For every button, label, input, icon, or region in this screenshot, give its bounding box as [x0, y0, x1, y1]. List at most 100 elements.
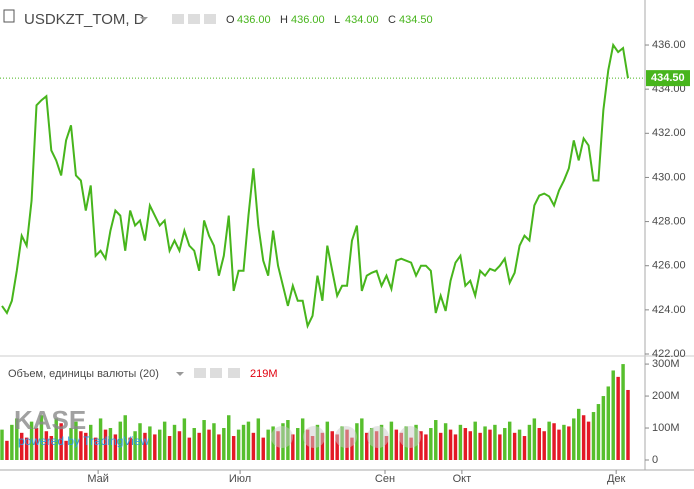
volume-bar: [187, 437, 192, 460]
volume-bar: [576, 408, 581, 460]
volume-bar: [54, 418, 58, 460]
volume-bar: [542, 431, 546, 460]
volume-bar: [39, 415, 44, 460]
volume-bar: [399, 432, 403, 460]
volume-bar: [429, 428, 433, 460]
volume-bar: [310, 436, 315, 460]
volume-bar: [483, 426, 487, 460]
volume-bar: [626, 389, 630, 460]
volume-bar: [108, 428, 113, 460]
settings-icon[interactable]: [210, 368, 222, 378]
ohlc-name: L: [334, 14, 340, 26]
volume-bar: [148, 426, 152, 460]
volume-bar: [300, 418, 305, 460]
close-icon[interactable]: [204, 14, 216, 24]
volume-bar: [197, 432, 201, 460]
volume-bar: [547, 421, 551, 460]
y-tick-label: 426.00: [652, 260, 686, 272]
eye-icon[interactable]: [172, 14, 184, 24]
watermark-logo: KASE: [14, 405, 86, 435]
ohlc-name: O: [226, 14, 235, 26]
volume-bar: [552, 423, 556, 460]
volume-bar: [158, 429, 162, 460]
scroll-left-button[interactable]: [271, 426, 293, 448]
volume-bar: [34, 428, 39, 460]
volume-bar: [320, 432, 325, 460]
volume-bar: [478, 432, 482, 460]
volume-bar: [123, 415, 127, 460]
volume-bar: [241, 424, 246, 460]
volume-bar: [143, 432, 147, 460]
volume-bar: [522, 436, 527, 460]
volume-bar: [59, 423, 63, 460]
volume-bar: [24, 437, 29, 460]
x-tick-label: Окт: [453, 473, 472, 485]
volume-bar: [291, 434, 295, 460]
volume-bar: [172, 424, 177, 460]
ohlc-value: 434.50: [399, 14, 433, 26]
volume-bar: [473, 421, 477, 460]
volume-bar: [581, 415, 586, 460]
reset-button[interactable]: [335, 426, 357, 448]
volume-bar: [182, 418, 187, 460]
zoom-out-button[interactable]: [303, 426, 325, 448]
ohlc-value: 434.00: [345, 14, 379, 26]
volume-bar: [325, 421, 330, 460]
y-tick-label: 436.00: [652, 39, 686, 51]
volume-bar: [468, 431, 472, 460]
volume-bar: [207, 429, 211, 460]
y-tick-label: 432.00: [652, 127, 686, 139]
y-tick-label: 424.00: [652, 304, 686, 316]
volume-bar: [394, 429, 399, 460]
volume-bar: [512, 432, 517, 460]
collapse-icon[interactable]: [3, 9, 15, 23]
volume-bar: [517, 429, 522, 460]
volume-bar: [251, 432, 256, 460]
dropdown-icon[interactable]: [176, 372, 184, 376]
volume-bar: [498, 434, 502, 460]
zoom-in-button[interactable]: [367, 426, 389, 448]
volume-bar: [621, 364, 625, 460]
volume-bar: [611, 370, 615, 460]
volume-bar: [503, 428, 507, 460]
dropdown-icon[interactable]: [140, 17, 148, 21]
volume-bar: [98, 418, 103, 460]
price-line: [1, 42, 629, 330]
ohlc-name: C: [388, 14, 396, 26]
volume-bar: [133, 431, 137, 460]
close-icon[interactable]: [228, 368, 240, 378]
y-tick-label: 430.00: [652, 171, 686, 183]
volume-bar: [227, 415, 231, 460]
volume-bar: [192, 428, 196, 460]
volume-bar: [246, 421, 251, 460]
volume-bar: [493, 424, 497, 460]
volume-bar: [507, 421, 512, 460]
volume-bar: [128, 437, 132, 460]
volume-bar: [567, 426, 571, 460]
volume-bar: [557, 429, 561, 460]
volume-bar: [88, 424, 93, 460]
volume-bar: [601, 396, 606, 460]
volume-bar: [389, 421, 394, 460]
volume-bar: [335, 434, 339, 460]
watermark-text: powered by TradingView: [18, 434, 150, 448]
x-tick-label: Сен: [375, 473, 395, 485]
last-price-label: 434.50: [651, 72, 685, 84]
volume-bar: [266, 429, 270, 460]
volume-bar: [74, 421, 78, 460]
settings-icon[interactable]: [188, 14, 200, 24]
volume-bar: [419, 431, 423, 460]
volume-bar: [296, 428, 300, 460]
volume-bar: [355, 423, 359, 460]
scroll-right-button[interactable]: [399, 426, 421, 448]
volume-bar: [572, 418, 576, 460]
ohlc-value: 436.00: [291, 14, 325, 26]
volume-bar: [261, 437, 265, 460]
eye-icon[interactable]: [194, 368, 206, 378]
volume-bar: [365, 432, 369, 460]
volume-bar: [330, 431, 334, 460]
volume-bar: [44, 431, 49, 460]
y-tick-label: 300M: [652, 358, 680, 370]
